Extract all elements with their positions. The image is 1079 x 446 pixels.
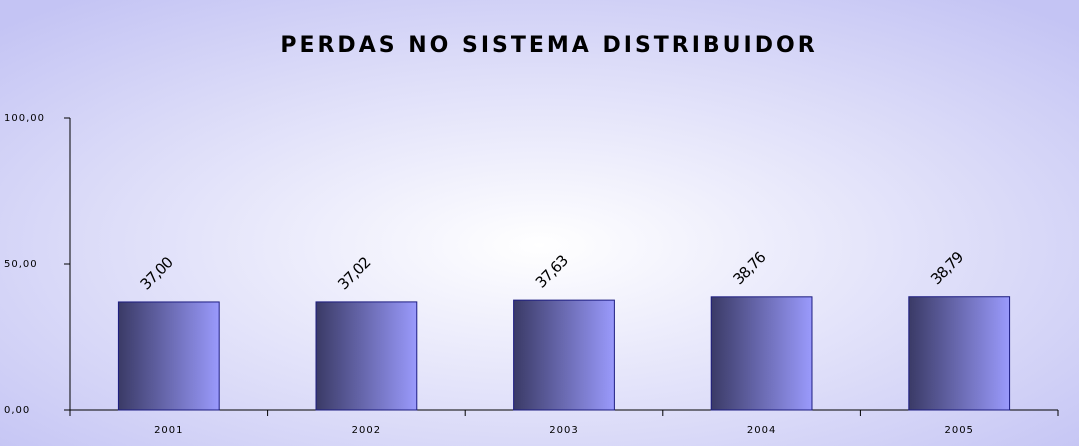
y-tick-label: 100,00 bbox=[4, 113, 45, 124]
y-tick-label: 0,00 bbox=[4, 405, 30, 416]
bar bbox=[513, 299, 615, 411]
bar bbox=[117, 301, 220, 411]
bar bbox=[908, 296, 1011, 411]
bar bbox=[315, 301, 418, 411]
bar bbox=[710, 296, 813, 411]
x-tick-label: 2002 bbox=[352, 425, 381, 436]
y-tick-label: 50,00 bbox=[4, 259, 38, 270]
chart-title: PERDAS NO SISTEMA DISTRIBUIDOR bbox=[280, 33, 817, 58]
x-tick-label: 2003 bbox=[549, 425, 578, 436]
x-tick-label: 2001 bbox=[154, 425, 183, 436]
x-tick-label: 2004 bbox=[747, 425, 776, 436]
x-tick-label: 2005 bbox=[944, 425, 973, 436]
